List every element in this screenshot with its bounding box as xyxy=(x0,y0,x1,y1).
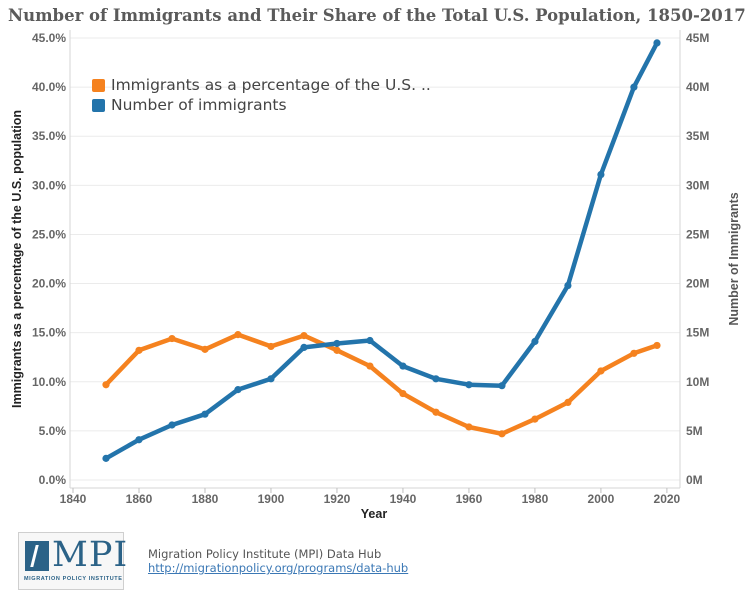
x-tick-label: 1920 xyxy=(324,492,351,506)
right-tick-label: 45M xyxy=(686,31,709,45)
left-tick-label: 30.0% xyxy=(32,178,66,192)
series-line-0 xyxy=(103,332,660,437)
x-axis-title: Year xyxy=(361,507,388,520)
right-tick-label: 35M xyxy=(686,129,709,143)
data-point-0 xyxy=(102,381,110,389)
right-tick-label: 20M xyxy=(686,277,709,291)
data-point-1 xyxy=(630,83,638,91)
left-tick-label: 5.0% xyxy=(39,424,67,438)
legend-entry: Immigrants as a percentage of the U.S. .… xyxy=(111,76,431,94)
right-tick-label: 10M xyxy=(686,375,709,389)
legend: Immigrants as a percentage of the U.S. .… xyxy=(92,76,431,114)
x-tick-label: 1960 xyxy=(456,492,483,506)
right-tick-label: 25M xyxy=(686,227,709,241)
data-point-0 xyxy=(432,408,440,416)
data-point-0 xyxy=(630,349,638,357)
data-point-0 xyxy=(399,389,407,398)
data-point-0 xyxy=(597,367,605,375)
data-point-0 xyxy=(201,345,209,353)
data-point-1 xyxy=(168,421,176,429)
data-point-0 xyxy=(465,423,473,431)
legend-swatch xyxy=(92,99,105,112)
right-axis-title: Number of Immigrants xyxy=(727,192,741,325)
data-point-1 xyxy=(653,39,661,47)
data-point-0 xyxy=(498,430,506,438)
right-tick-label: 5M xyxy=(686,424,703,438)
left-tick-label: 25.0% xyxy=(32,227,66,241)
plot-area xyxy=(70,30,680,488)
data-point-1 xyxy=(201,410,209,418)
data-point-1 xyxy=(597,170,605,179)
x-tick-label: 2020 xyxy=(654,492,681,506)
left-tick-label: 45.0% xyxy=(32,31,66,45)
left-tick-label: 40.0% xyxy=(32,80,66,94)
logo-subtext: MIGRATION POLICY INSTITUTE xyxy=(24,576,123,582)
left-tick-label: 0.0% xyxy=(39,473,67,487)
left-tick-label: 10.0% xyxy=(32,375,66,389)
mpi-logo[interactable]: MPI MIGRATION POLICY INSTITUTE xyxy=(18,532,127,590)
x-tick-label: 1980 xyxy=(522,492,549,506)
data-point-0 xyxy=(333,346,341,354)
data-point-1 xyxy=(366,336,374,345)
series-line-1 xyxy=(103,40,660,461)
right-tick-label: 30M xyxy=(686,178,709,192)
data-point-1 xyxy=(333,339,341,348)
data-point-1 xyxy=(399,362,407,370)
left-tick-label: 15.0% xyxy=(32,326,66,340)
data-point-0 xyxy=(653,341,661,350)
x-tick-label: 1880 xyxy=(192,492,219,506)
data-point-1 xyxy=(300,343,308,351)
left-tick-label: 35.0% xyxy=(32,129,66,143)
data-point-0 xyxy=(366,362,374,370)
chart: 0.0% 5.0% 10.0% 15.0% 20.0% 25.0% 30.0% 35.0% 40… xyxy=(10,30,741,520)
data-point-1 xyxy=(564,281,572,290)
source-text: Migration Policy Institute (MPI) Data Hu… xyxy=(148,547,382,561)
axes: 0.0% 5.0% 10.0% 15.0% 20.0% 25.0% 30.0% 35.0% 40… xyxy=(10,30,741,520)
right-tick-label: 40M xyxy=(686,80,709,94)
data-point-0 xyxy=(234,331,242,339)
logo-mark-icon xyxy=(25,541,49,571)
chart-title: Number of Immigrants and Their Share of … xyxy=(8,6,746,25)
right-tick-label: 0M xyxy=(686,473,703,487)
data-point-0 xyxy=(300,332,308,340)
data-point-0 xyxy=(267,342,275,351)
legend-swatch xyxy=(92,79,105,92)
data-point-1 xyxy=(234,386,242,394)
data-point-1 xyxy=(531,337,539,346)
logo-text: MPI xyxy=(52,535,129,575)
series-lines xyxy=(102,39,661,462)
left-axis-title: Immigrants as a percentage of the U.S. p… xyxy=(10,110,24,408)
source-link[interactable]: http://migrationpolicy.org/programs/data… xyxy=(148,561,409,575)
data-point-1 xyxy=(498,382,506,390)
x-tick-label: 1860 xyxy=(126,492,153,506)
legend-entry: Number of immigrants xyxy=(111,96,287,114)
x-tick-label: 1940 xyxy=(390,492,417,506)
data-point-1 xyxy=(465,381,473,389)
data-point-1 xyxy=(135,436,143,444)
data-point-1 xyxy=(432,375,440,383)
data-point-1 xyxy=(267,375,275,383)
x-tick-label: 2000 xyxy=(588,492,615,506)
right-tick-label: 15M xyxy=(686,326,709,340)
grid-lines xyxy=(70,37,680,481)
x-tick-label: 1840 xyxy=(60,492,87,506)
data-point-0 xyxy=(135,346,143,354)
data-point-0 xyxy=(564,398,572,407)
x-tick-label: 1900 xyxy=(258,492,285,506)
data-point-0 xyxy=(168,334,176,343)
data-point-0 xyxy=(531,415,539,423)
data-point-1 xyxy=(102,454,110,462)
left-tick-label: 20.0% xyxy=(32,277,66,291)
